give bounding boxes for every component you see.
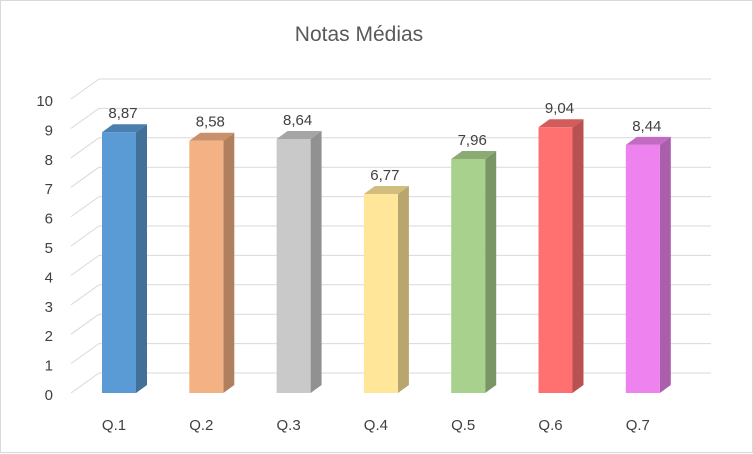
bar-side <box>485 150 497 393</box>
bar-side <box>136 124 147 394</box>
y-tick-label: 4 <box>45 269 53 286</box>
bar-side <box>572 119 584 393</box>
y-tick-label: 1 <box>45 358 53 375</box>
data-label: 8,64 <box>283 112 312 129</box>
x-tick-label: Q.6 <box>538 417 562 434</box>
bar-top <box>276 130 322 139</box>
y-tick-label: 9 <box>45 122 53 139</box>
bar-side <box>310 130 322 393</box>
gridline-side <box>70 254 100 276</box>
data-label: 8,44 <box>632 118 661 135</box>
data-label: 7,96 <box>458 132 487 149</box>
bar-top <box>102 124 147 133</box>
x-axis-category-labels: Q.1 Q.2 Q.3 Q.4 Q.5 Q.6 Q.7 <box>102 417 650 434</box>
bar-front <box>189 140 224 393</box>
gridline-side <box>70 166 100 188</box>
y-tick-label: 3 <box>45 299 53 316</box>
bar-top <box>189 132 235 141</box>
x-tick-label: Q.2 <box>189 417 213 434</box>
gridline-side <box>70 137 100 159</box>
bar <box>189 132 235 394</box>
gridline-side <box>70 196 100 218</box>
gridline-side <box>70 372 100 394</box>
bar-side <box>223 132 235 394</box>
bar-top <box>451 150 497 159</box>
x-tick-label: Q.7 <box>626 417 650 434</box>
bar-top <box>363 185 409 194</box>
bar <box>625 136 671 393</box>
x-tick-label: Q.3 <box>277 417 301 434</box>
x-tick-label: Q.1 <box>102 417 126 434</box>
y-tick-label: 5 <box>45 240 53 257</box>
y-axis-tick-labels: 0 1 2 3 4 5 6 7 8 9 10 <box>36 93 53 404</box>
bar-front <box>538 127 573 393</box>
bar <box>451 150 497 393</box>
bar-front <box>625 144 660 393</box>
bar-front <box>102 132 136 394</box>
bar-side <box>397 185 409 393</box>
x-tick-label: Q.5 <box>451 417 475 434</box>
bar <box>276 130 322 393</box>
y-tick-label: 7 <box>45 181 53 198</box>
data-labels: 8,87 8,58 8,64 6,77 7,96 9,04 8,44 <box>108 100 661 184</box>
bar <box>363 185 409 393</box>
gridline-side <box>70 225 100 247</box>
bar-front <box>276 138 311 393</box>
y-tick-label: 10 <box>36 93 53 110</box>
chart-title: Notas Médias <box>295 23 423 46</box>
bar-side <box>659 136 671 393</box>
y-tick-label: 2 <box>45 328 53 345</box>
gridline-side <box>70 343 100 365</box>
bar <box>102 124 147 394</box>
bar <box>538 119 584 393</box>
gridline-side <box>70 313 100 335</box>
bar-front <box>451 158 486 393</box>
bars <box>102 119 671 394</box>
bar-top <box>538 119 584 128</box>
data-label: 8,87 <box>108 105 137 122</box>
y-tick-label: 6 <box>45 211 53 228</box>
bar-front <box>363 193 398 393</box>
gridline-side <box>70 107 100 129</box>
data-label: 8,58 <box>196 114 225 131</box>
y-tick-label: 0 <box>45 387 53 404</box>
bar-top <box>625 136 671 145</box>
y-tick-label: 8 <box>45 152 53 169</box>
x-tick-label: Q.4 <box>364 417 388 434</box>
gridline-side <box>70 284 100 306</box>
data-label: 6,77 <box>370 167 399 184</box>
gridline-side <box>70 78 100 100</box>
data-label: 9,04 <box>545 100 574 117</box>
